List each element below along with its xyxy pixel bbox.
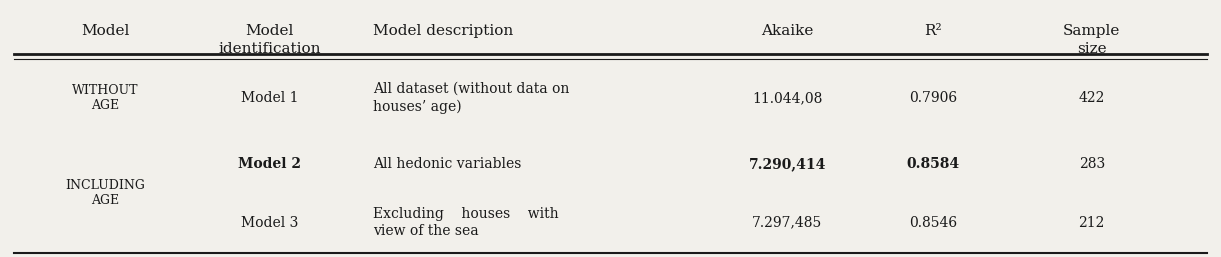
Text: Excluding    houses    with
view of the sea: Excluding houses with view of the sea [372, 207, 558, 238]
Text: Model 3: Model 3 [241, 216, 298, 230]
Text: 0.7906: 0.7906 [910, 91, 957, 105]
Text: INCLUDING
AGE: INCLUDING AGE [65, 179, 145, 207]
Text: Akaike: Akaike [761, 24, 813, 38]
Text: 283: 283 [1078, 157, 1105, 171]
Text: 0.8546: 0.8546 [910, 216, 957, 230]
Text: 7.290,414: 7.290,414 [748, 157, 825, 171]
Text: 7.297,485: 7.297,485 [752, 216, 822, 230]
Text: R²: R² [924, 24, 943, 38]
Text: Model description: Model description [372, 24, 513, 38]
Text: 0.8584: 0.8584 [907, 157, 960, 171]
Text: 422: 422 [1078, 91, 1105, 105]
Text: Model
identification: Model identification [219, 24, 321, 56]
Text: 11.044,08: 11.044,08 [752, 91, 822, 105]
Text: WITHOUT
AGE: WITHOUT AGE [72, 84, 138, 112]
Text: 212: 212 [1078, 216, 1105, 230]
Text: Model: Model [81, 24, 129, 38]
Text: All hedonic variables: All hedonic variables [372, 157, 521, 171]
Text: Sample
size: Sample size [1063, 24, 1121, 56]
Text: Model 2: Model 2 [238, 157, 300, 171]
Text: All dataset (without data on
houses’ age): All dataset (without data on houses’ age… [372, 82, 569, 114]
Text: Model 1: Model 1 [241, 91, 298, 105]
